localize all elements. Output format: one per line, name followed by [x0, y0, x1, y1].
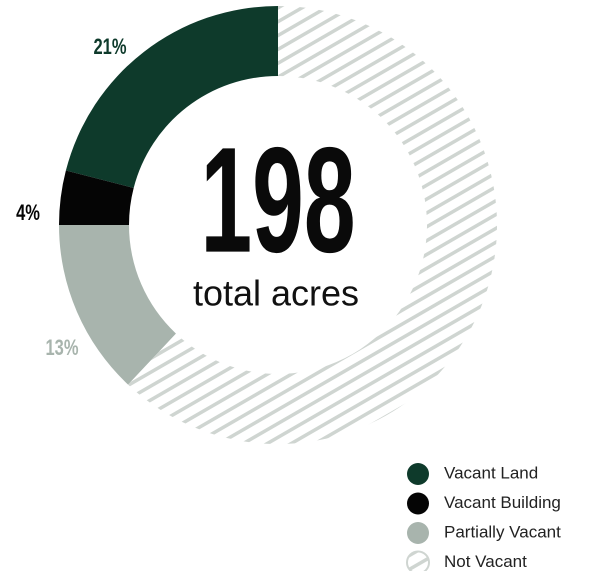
value-label: 4%	[16, 201, 40, 226]
value-label: 21%	[93, 35, 126, 60]
legend-swatch	[407, 492, 429, 515]
legend-label: Partially Vacant	[444, 522, 561, 541]
legend-label: Not Vacant	[444, 552, 527, 571]
legend-swatch	[407, 522, 429, 544]
donut-segment	[59, 170, 134, 225]
legend-label: Vacant Building	[444, 493, 561, 512]
legend-swatch	[407, 463, 429, 485]
value-label: 13%	[45, 336, 78, 361]
donut-segment	[59, 225, 177, 385]
legend-label: Vacant Land	[444, 463, 538, 482]
center-label: total acres	[193, 273, 359, 314]
center-value: 198	[200, 117, 355, 284]
donut-segment	[65, 6, 279, 188]
legend-swatch	[406, 550, 430, 571]
donut-segment	[128, 6, 498, 445]
